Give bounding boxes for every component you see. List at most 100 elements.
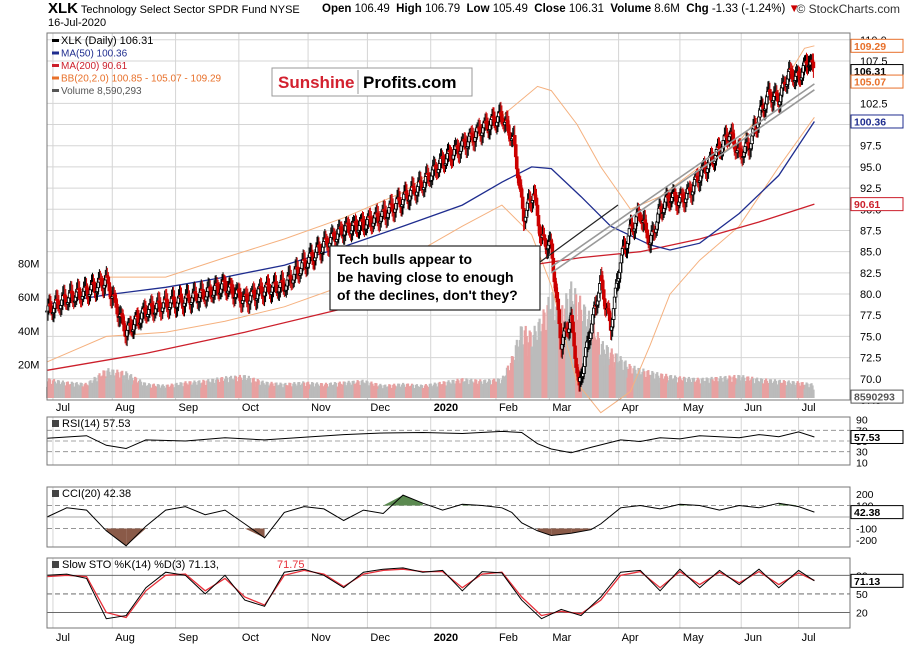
legend-swatch — [52, 76, 59, 80]
x-axis-label-lower: Apr — [622, 632, 639, 644]
price-tick-label: 87.5 — [860, 225, 881, 237]
cci-legend: CCI(20) 42.38 — [62, 488, 131, 500]
x-axis-label-upper: Apr — [622, 402, 639, 414]
x-axis-label-lower: Dec — [370, 632, 390, 644]
x-axis-label-upper: Jul — [56, 402, 70, 414]
price-tick-label: 75.0 — [860, 331, 881, 343]
rsi-legend-icon — [52, 420, 59, 427]
x-axis-label-upper: Sep — [179, 402, 199, 414]
price-tag-box — [850, 74, 904, 89]
price-tick-label: 97.5 — [860, 141, 881, 153]
cci-fill — [126, 528, 146, 546]
x-axis-label-upper: Dec — [370, 402, 390, 414]
rsi-tick-label: 30 — [856, 447, 868, 459]
watermark-box — [271, 67, 473, 97]
legend-swatch — [52, 89, 59, 92]
cci-line — [46, 494, 815, 547]
trendline-0 — [550, 83, 815, 268]
chart-date: 16-Jul-2020 — [48, 17, 107, 29]
price-tick-label: 70.0 — [860, 374, 881, 386]
price-legend-item: XLK (Daily) 106.31 — [61, 35, 153, 47]
annotation-line: be having close to enough — [337, 269, 514, 285]
annotation-pointer — [539, 204, 619, 263]
x-axis-label-lower: Jul — [56, 632, 70, 644]
cci-panel-frame — [46, 486, 851, 548]
price-tick-label: 102.5 — [860, 98, 888, 110]
cci-tick-label: -200 — [856, 535, 877, 547]
volume-tick-label: 20M — [18, 359, 39, 371]
cci-tag-box — [850, 505, 904, 520]
volume-bar — [812, 389, 815, 398]
price-legend-item: MA(50) 100.36 — [61, 49, 128, 60]
sto-legend-icon — [52, 561, 59, 568]
cci-fill — [537, 528, 552, 536]
close-value: 106.31 — [568, 3, 605, 15]
annotation-box — [329, 245, 541, 311]
sto-legend-d: 71.75 — [277, 559, 305, 571]
price-tag-box — [850, 114, 904, 129]
legend-swatch — [52, 51, 59, 55]
volume-tick-label: 60M — [18, 292, 39, 304]
x-axis-label-lower: Jun — [744, 632, 762, 644]
x-axis-label-lower: 2020 — [434, 632, 458, 644]
price-tick-label: 77.5 — [860, 310, 881, 322]
price-tag-box — [850, 389, 904, 404]
price-tag: 105.07 — [854, 77, 886, 89]
cci-fill — [244, 528, 265, 538]
annotation-line: Tech bulls appear to — [337, 251, 472, 267]
price-tag-box — [850, 197, 904, 212]
x-axis-label-lower: Feb — [499, 632, 518, 644]
x-axis-label-upper: 2020 — [434, 402, 458, 414]
annotation-line: of the declines, don't they? — [337, 287, 518, 303]
fund-name: Technology Select Sector SPDR Fund — [80, 4, 267, 16]
down-arrow-icon: ▼ — [788, 3, 800, 15]
sto-tag: 71.13 — [854, 576, 880, 588]
cci-fill — [383, 495, 404, 506]
price-tag: 8590293 — [854, 392, 895, 404]
price-legend-item: Volume 8,590,293 — [61, 86, 142, 97]
trendline-1 — [550, 89, 815, 274]
x-axis-label-upper: Oct — [242, 402, 259, 414]
sto-legend: Slow STO %K(14) %D(3) 71.13, — [62, 559, 219, 571]
x-axis-label-lower: Nov — [311, 632, 331, 644]
rsi-line — [46, 430, 815, 454]
cci-tick-label: -100 — [856, 524, 877, 536]
volume-value: 8.6M — [654, 3, 680, 15]
cci-tick-label: 200 — [856, 489, 874, 501]
price-tick-label: 72.5 — [860, 353, 881, 365]
x-axis-label-upper: May — [683, 402, 704, 414]
close-label: Close — [534, 3, 566, 15]
volume-label: Volume — [610, 3, 652, 15]
exchange: NYSE — [269, 4, 300, 16]
rsi-tick-label: 90 — [856, 415, 868, 427]
low-label: Low — [466, 3, 490, 15]
cci-legend-icon — [52, 490, 59, 497]
cci-tag: 42.38 — [854, 507, 880, 519]
volume-tick-label: 80M — [18, 259, 39, 271]
x-axis-label-lower: Jul — [802, 632, 816, 644]
sto-tick-label: 50 — [856, 589, 868, 601]
rsi-panel-frame — [46, 416, 851, 466]
price-legend-item: BB(20,2.0) 100.85 - 105.07 - 109.29 — [61, 74, 222, 85]
volume-tick-label: 40M — [18, 326, 39, 338]
rsi-tag: 57.53 — [854, 432, 880, 444]
price-tick-label: 95.0 — [860, 162, 881, 174]
bollinger-lower — [46, 117, 815, 414]
x-axis-label-upper: Mar — [552, 402, 571, 414]
sto-k-line — [46, 567, 815, 620]
price-tag: 109.29 — [854, 41, 886, 53]
x-axis-label-upper: Aug — [115, 402, 135, 414]
price-tick-label: 82.5 — [860, 268, 881, 280]
x-axis-label-lower: Aug — [115, 632, 135, 644]
rsi-legend: RSI(14) 57.53 — [62, 418, 130, 430]
open-label: Open — [322, 3, 352, 15]
ticker-symbol: XLK — [48, 0, 78, 17]
stockcharts-brand: © StockCharts.com — [796, 2, 900, 16]
price-tick-label: 80.0 — [860, 289, 881, 301]
price-legend-item: MA(200) 90.61 — [61, 61, 128, 72]
sto-tick-label: 20 — [856, 608, 868, 620]
watermark-profits: Profits.com — [363, 73, 457, 92]
price-panel-frame — [46, 32, 851, 401]
x-axis-label-upper: Jun — [744, 402, 762, 414]
